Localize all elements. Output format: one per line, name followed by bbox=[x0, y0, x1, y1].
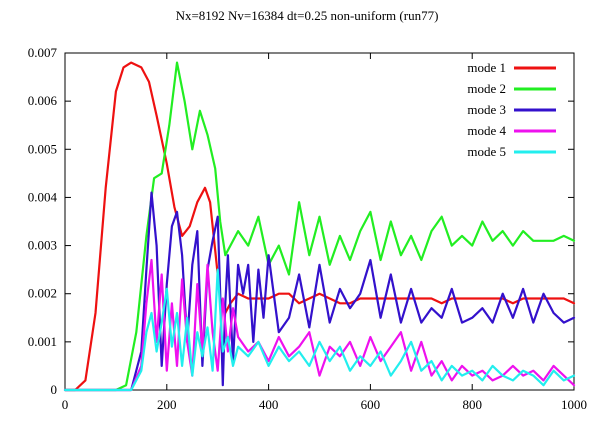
chart-title: Nx=8192 Nv=16384 dt=0.25 non-uniform (ru… bbox=[176, 8, 439, 23]
series-line-mode-2 bbox=[63, 61, 576, 392]
x-tick-label: 800 bbox=[462, 397, 482, 412]
legend-label: mode 1 bbox=[467, 60, 506, 75]
y-tick-label: 0.002 bbox=[28, 286, 57, 301]
x-tick-label: 200 bbox=[157, 397, 177, 412]
series-line-mode-4 bbox=[63, 258, 576, 392]
y-tick-label: 0.001 bbox=[28, 334, 57, 349]
y-tick-label: 0.005 bbox=[28, 141, 57, 156]
x-tick-label: 0 bbox=[62, 397, 69, 412]
x-tick-label: 600 bbox=[361, 397, 381, 412]
series-line-mode-5 bbox=[63, 268, 576, 392]
axis-ticks: 0 200 400 600 800 1000 0 0.001 0.002 0.003 0.004 0.… bbox=[28, 45, 587, 412]
legend-label: mode 5 bbox=[467, 144, 506, 159]
y-tick-label: 0 bbox=[51, 382, 58, 397]
y-tick-label: 0.007 bbox=[28, 45, 58, 60]
legend-label: mode 3 bbox=[467, 102, 506, 117]
x-tick-label: 1000 bbox=[561, 397, 587, 412]
legend-label: mode 4 bbox=[467, 123, 506, 138]
series-line-mode-3 bbox=[63, 191, 576, 392]
y-tick-label: 0.003 bbox=[28, 238, 57, 253]
legend: mode 1 mode 2 mode 3 mode 4 mode 5 bbox=[467, 60, 556, 159]
y-tick-label: 0.006 bbox=[28, 93, 58, 108]
legend-label: mode 2 bbox=[467, 81, 506, 96]
plot-frame bbox=[64, 52, 575, 391]
series-lines bbox=[63, 61, 576, 392]
x-tick-label: 400 bbox=[259, 397, 279, 412]
y-tick-label: 0.004 bbox=[28, 189, 58, 204]
